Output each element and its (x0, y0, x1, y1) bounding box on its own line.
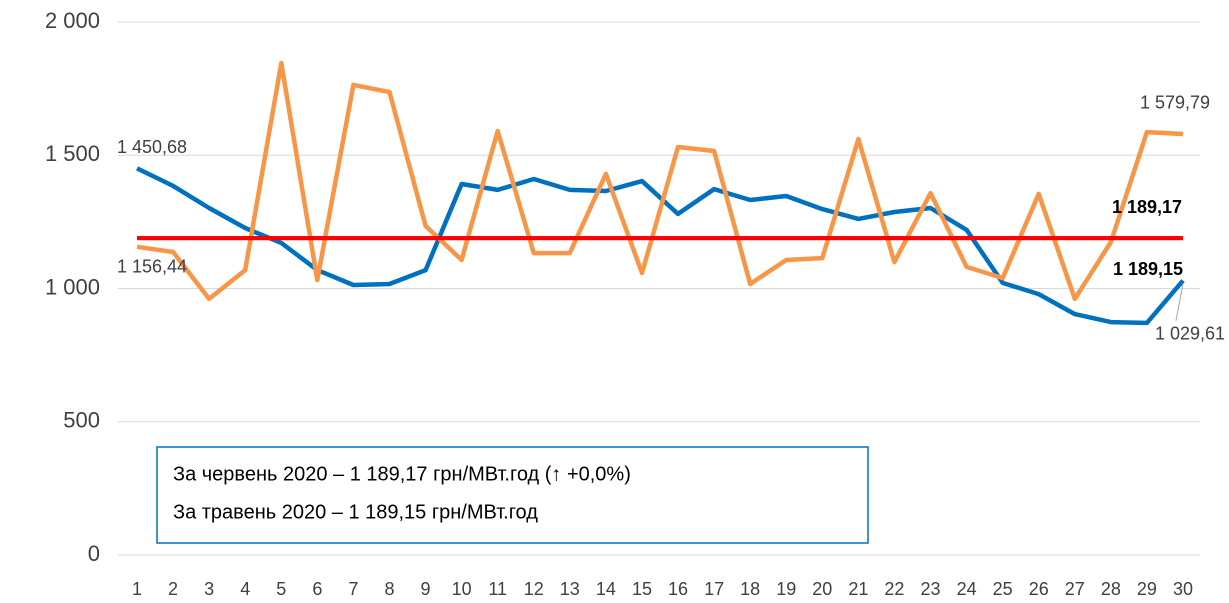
annotation: За червень 2020 – 1 189,17 грн/МВт.год (… (173, 463, 631, 485)
x-tick-label: 20 (812, 579, 832, 599)
x-tick-label: 12 (524, 579, 544, 599)
x-tick-label: 24 (957, 579, 977, 599)
x-tick-label: 14 (596, 579, 616, 599)
x-tick-label: 16 (668, 579, 688, 599)
data-label: 1 189,15 (1113, 259, 1183, 279)
x-tick-label: 17 (704, 579, 724, 599)
annotation-box (156, 446, 869, 544)
x-tick-label: 8 (384, 579, 394, 599)
y-tick-label: 2 000 (45, 8, 100, 33)
y-tick-label: 1 000 (45, 274, 100, 299)
data-label: 1 029,61 (1155, 323, 1225, 343)
x-tick-label: 3 (204, 579, 214, 599)
series-line (136, 60, 1184, 302)
x-tick-label: 26 (1029, 579, 1049, 599)
x-tick-label: 28 (1101, 579, 1121, 599)
x-tick-label: 23 (921, 579, 941, 599)
x-tick-label: 2 (168, 579, 178, 599)
y-tick-label: 500 (63, 408, 100, 433)
leader-line (1175, 283, 1184, 321)
x-tick-label: 6 (312, 579, 322, 599)
x-tick-label: 27 (1065, 579, 1085, 599)
x-tick-label: 22 (884, 579, 904, 599)
x-tick-label: 10 (452, 579, 472, 599)
x-tick-label: 15 (632, 579, 652, 599)
data-label: 1 189,17 (1112, 197, 1182, 217)
x-tick-label: 30 (1173, 579, 1193, 599)
y-tick-label: 0 (88, 541, 100, 566)
x-tick-label: 18 (740, 579, 760, 599)
x-tick-label: 29 (1137, 579, 1157, 599)
series-line (136, 166, 1185, 326)
data-label: 1 156,44 (117, 257, 187, 277)
x-tick-label: 21 (848, 579, 868, 599)
x-tick-label: 11 (488, 579, 507, 599)
data-label: 1 450,68 (117, 137, 187, 157)
y-tick-label: 1 500 (45, 141, 100, 166)
data-label: 1 579,79 (1140, 93, 1210, 113)
x-tick-label: 13 (560, 579, 580, 599)
x-tick-label: 4 (240, 579, 250, 599)
x-tick-label: 9 (421, 579, 431, 599)
x-tick-label: 25 (993, 579, 1013, 599)
x-tick-label: 5 (276, 579, 286, 599)
annotation: За травень 2020 – 1 189,15 грн/МВт.год (173, 501, 538, 523)
x-tick-label: 1 (132, 579, 142, 599)
x-tick-label: 7 (348, 579, 358, 599)
x-tick-label: 19 (776, 579, 796, 599)
